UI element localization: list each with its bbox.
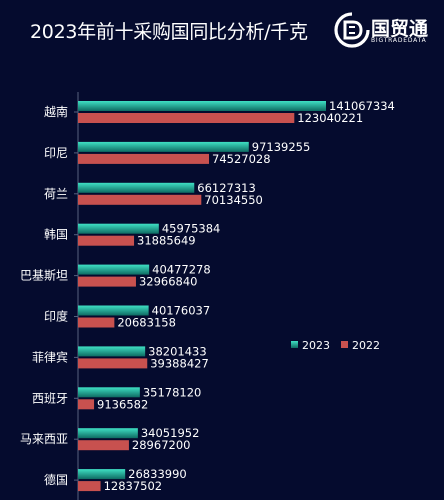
category-label: 印尼: [44, 146, 68, 160]
data-label-2022: 74527028: [212, 152, 271, 166]
bar-2023: [78, 428, 138, 439]
category-label: 韩国: [44, 227, 68, 242]
bar-2022: [78, 194, 202, 205]
data-label-2023: 26833990: [128, 467, 187, 481]
bar-2023: [78, 305, 149, 316]
bar-2022: [78, 440, 129, 451]
category-label: 巴基斯坦: [20, 269, 68, 283]
brand-logo: 国贸通 BIGTRADEDATA: [334, 12, 438, 50]
bar-2022: [78, 399, 95, 410]
data-label-2023: 40176037: [152, 304, 211, 318]
data-label-2022: 32966840: [139, 275, 198, 289]
bar-2023: [78, 182, 195, 193]
brand-subtitle: BIGTRADEDATA: [371, 37, 427, 44]
legend-swatch-2022: [341, 341, 348, 348]
bar-2022: [78, 317, 115, 328]
data-label-2022: 20683158: [117, 316, 176, 330]
bar-2023: [78, 141, 249, 152]
data-label-2023: 141067334: [329, 99, 395, 113]
bar-2023: [78, 101, 326, 111]
bar-2023: [78, 223, 159, 234]
data-label-2023: 66127313: [197, 181, 256, 195]
bar-2022: [78, 113, 295, 123]
data-label-2023: 35178120: [143, 385, 202, 399]
data-label-2023: 45975384: [162, 222, 221, 236]
bar-2023: [78, 264, 150, 275]
data-label-2022: 12837502: [104, 479, 163, 493]
bar-2022: [78, 358, 148, 369]
category-label: 西班牙: [32, 391, 68, 405]
legend-label-2023: 2023: [302, 339, 330, 352]
chart-title: 2023年前十采购国同比分析/千克: [30, 21, 308, 43]
bar-2023: [78, 387, 140, 398]
data-label-2023: 34051952: [141, 426, 200, 440]
data-label-2023: 40477278: [152, 263, 211, 277]
brand-name: 国贸通: [371, 18, 429, 40]
data-label-2023: 38201433: [148, 344, 207, 358]
bar-2023: [78, 346, 146, 357]
legend-label-2022: 2022: [352, 339, 380, 352]
bar-2022: [78, 235, 135, 246]
category-label: 菲律宾: [32, 349, 68, 364]
category-label: 印度: [44, 309, 68, 324]
data-label-2022: 31885649: [137, 234, 196, 248]
legend-swatch-2023: [291, 341, 298, 348]
category-label: 越南: [44, 104, 68, 119]
data-label-2022: 123040221: [297, 111, 363, 125]
bigtradedata-logo-icon: [334, 12, 370, 48]
category-label: 德国: [44, 472, 68, 487]
data-label-2022: 39388427: [150, 356, 209, 370]
data-label-2022: 70134550: [204, 193, 263, 207]
data-label-2022: 9136582: [97, 397, 148, 411]
data-label-2023: 97139255: [252, 140, 311, 154]
bar-2022: [78, 481, 101, 492]
data-label-2022: 28967200: [132, 438, 191, 452]
bar-2022: [78, 153, 210, 164]
category-label: 马来西亚: [20, 432, 68, 446]
category-label: 荷兰: [44, 187, 68, 201]
bar-2022: [78, 276, 136, 287]
bar-2023: [78, 469, 126, 480]
